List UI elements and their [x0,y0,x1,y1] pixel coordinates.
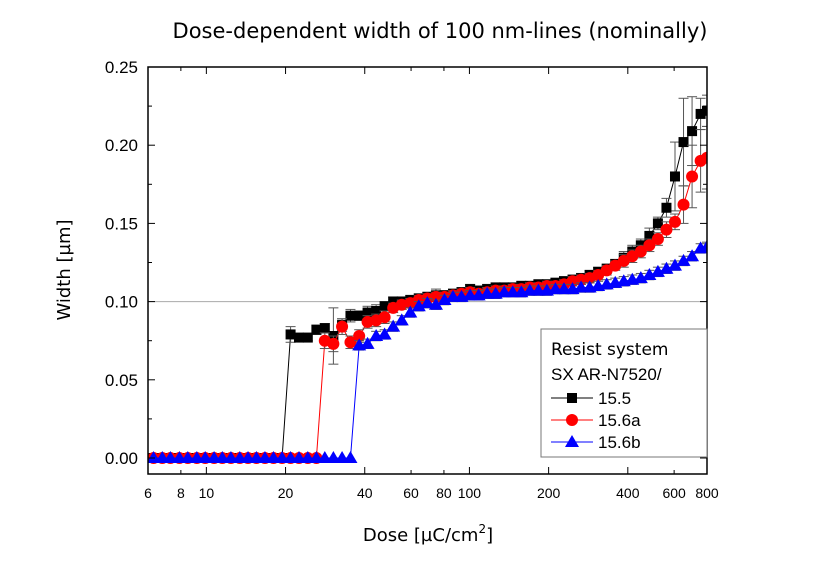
x-tick-label: 40 [357,485,373,501]
data-point [327,337,340,350]
y-tick-label: 0.20 [105,136,138,155]
data-point [685,249,700,262]
data-point [343,451,358,463]
data-point [678,137,689,148]
data-point [661,202,672,213]
data-point [292,451,307,463]
x-axis-label-end: ] [486,525,493,546]
data-point [379,301,390,312]
legend-label: 15.6b [598,433,641,452]
data-point [642,268,657,281]
data-point [677,198,690,211]
x-tick-label: 80 [436,485,452,501]
legend-item-15.6b: 15.6b [551,433,641,452]
data-point [695,108,706,119]
data-point [411,299,426,312]
legend-item-15.5: 15.5 [551,389,631,408]
data-point [667,258,682,271]
data-point [650,264,665,277]
data-point [643,239,656,252]
data-point [163,451,178,463]
data-point [644,230,655,241]
data-point [294,332,305,343]
x-tick-label: 100 [458,485,482,501]
data-point [668,215,681,228]
data-point [336,320,349,333]
y-tick-label: 0.15 [105,214,138,233]
data-point [702,105,707,116]
x-tick-label: 8 [177,485,185,501]
data-point [362,307,373,318]
data-point [319,323,330,334]
x-axis-label-sup: 2 [478,522,486,536]
data-point [345,310,356,321]
data-point [180,451,195,463]
x-tick-label: 60 [403,485,419,501]
data-point [651,233,664,246]
x-tick-label: 600 [662,485,686,501]
legend-item-15.6a: 15.6a [551,411,641,430]
series-group [148,94,707,464]
series-15.6b [148,239,707,463]
legend-label: 15.6a [598,411,641,430]
legend-marker [565,435,579,447]
x-tick-label: 20 [278,485,294,501]
data-point [652,218,663,229]
legend-title-line2: SX AR-N7520/ [551,365,662,384]
legend: Resist system SX AR-N7520/ 15.5 15.6a 15.6… [540,328,708,458]
data-point [344,336,357,349]
x-axis-label: Dose [µC/cm2] [363,522,493,546]
data-point [371,305,382,316]
legend-title-line1: Resist system [551,340,668,360]
data-point [377,327,392,340]
data-point [428,297,443,310]
data-point [659,261,674,274]
data-point [285,329,296,340]
y-tick-label: 0.25 [105,58,138,77]
x-tick-label: 400 [616,485,640,501]
data-point [386,319,401,332]
axes-frame [147,66,708,475]
plot-area: 0.00 0.05 0.10 0.15 0.20 0.25 6 8 10 20 40 60 80 100 2… [105,58,719,501]
data-point [388,296,399,307]
data-point [420,296,435,309]
x-tick-label: 800 [695,485,719,501]
data-point [311,324,322,335]
data-point [360,336,375,349]
data-point [686,170,699,183]
legend-label: 15.5 [598,389,631,408]
data-point [302,332,313,343]
data-point [676,253,691,266]
data-point [701,151,707,164]
y-tick-label: 0.05 [105,371,138,390]
data-point [403,305,418,318]
x-axis-label-main: Dose [µC/cm [363,525,479,546]
x-tick-label: 6 [144,485,152,501]
x-tick-label: 200 [537,485,561,501]
chart-title: Dose-dependent width of 100 nm-lines (no… [173,19,708,43]
legend-marker [566,414,578,426]
data-point [378,311,391,324]
legend-marker [567,393,577,403]
data-point [223,451,238,463]
data-point [353,330,366,343]
y-tick-label: 0.00 [105,449,138,468]
data-point [394,313,409,326]
x-tick-label: 10 [199,485,215,501]
data-point [354,310,365,321]
data-point [437,293,452,306]
data-point [669,171,680,182]
data-point [700,239,707,252]
data-point [633,271,648,284]
data-point [660,223,673,236]
data-point [634,245,647,258]
data-point [198,451,213,463]
data-point [687,126,698,137]
y-tick-label: 0.10 [105,293,138,312]
y-axis-label: Width [µm] [54,219,75,320]
